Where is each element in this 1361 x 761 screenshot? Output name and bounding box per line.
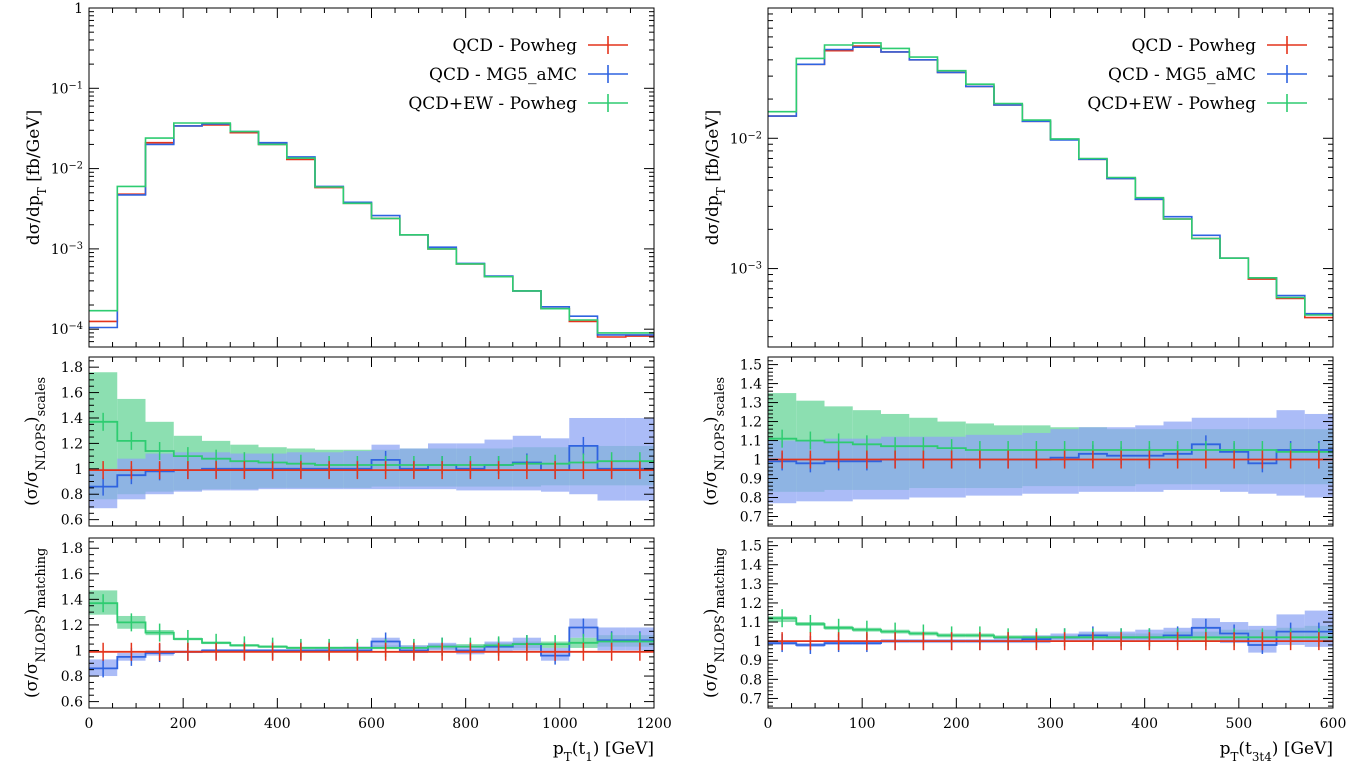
plot-frame	[88, 7, 655, 348]
y-axis-label-text: dσ/dpT [fb/GeV]	[24, 110, 49, 245]
series-line-2	[89, 602, 654, 649]
y-tick-label: 0.8	[61, 487, 83, 503]
y-tick-label: 1.4	[61, 411, 83, 427]
y-tick-label: 1.2	[740, 415, 762, 431]
y-tick-label: 1.5	[740, 358, 762, 374]
series-line-1	[768, 443, 1333, 465]
y-tick-label: 10−4	[51, 321, 83, 339]
y-tick-label: 0.8	[61, 669, 83, 685]
y-tick-label: 1.8	[61, 360, 83, 376]
y-axis-label: (σ/σNLOPS)scales	[701, 377, 728, 506]
y-tick-label: 0.6	[61, 513, 83, 529]
y-axis-label: dσ/dpT [fb/GeV]	[703, 110, 728, 245]
y-tick-label: 0.8	[740, 672, 762, 688]
x-tick-label: 1200	[636, 716, 672, 732]
y-tick-label: 0.6	[61, 695, 83, 711]
legend-label: QCD - MG5_aMC	[429, 65, 577, 85]
ratio-matching-plot: 0 200 400 600 800 1000 1200 0.6 0.8 1 1.2 1.4 1.6 1.8…	[22, 537, 672, 732]
y-axis-label: (σ/σNLOPS)matching	[701, 548, 728, 698]
x-tick-label: 400	[1131, 716, 1158, 732]
y-tick-label: 1	[74, 1, 83, 17]
y-axis-label-text: (σ/σNLOPS)scales	[22, 377, 49, 506]
y-tick-label: 10−2	[730, 130, 762, 148]
y-tick-label: 1.1	[740, 615, 762, 631]
y-tick-label: 0.7	[740, 691, 762, 707]
series-group	[89, 372, 654, 509]
y-axis-label-text: (σ/σNLOPS)matching	[701, 548, 728, 698]
y-tick-label: 1.6	[61, 567, 83, 583]
y-tick-label: 0.9	[740, 653, 762, 669]
y-tick-label: 10−3	[730, 260, 762, 278]
series-group	[768, 393, 1333, 504]
main-plot: 1 10−1 10−2 10−3 10−4 dσ/dpT [fb/GeV] QCD - Po…	[24, 1, 655, 348]
x-tick-label: 600	[1320, 716, 1347, 732]
y-axis-label: (σ/σNLOPS)matching	[22, 548, 49, 698]
series-line-2	[89, 420, 654, 466]
plot-frame	[767, 7, 1334, 348]
x-tick-label: 600	[358, 716, 385, 732]
legend-label: QCD+EW - Powheg	[1087, 94, 1256, 114]
y-tick-label: 10−3	[51, 240, 83, 257]
y-tick-label: 1.2	[740, 596, 762, 612]
legend-label: QCD - Powheg	[452, 36, 577, 56]
y-tick-label: 1	[74, 643, 83, 659]
x-tick-label: 200	[170, 716, 197, 732]
x-tick-label: 300	[1037, 716, 1064, 732]
y-tick-label: 1.1	[740, 434, 762, 450]
legend-label: QCD - Powheg	[1131, 36, 1256, 56]
legend-label: QCD - MG5_aMC	[1108, 65, 1256, 85]
y-tick-label: 1.4	[740, 377, 762, 393]
y-axis-label: (σ/σNLOPS)scales	[22, 377, 49, 506]
x-tick-label: 200	[943, 716, 970, 732]
ratio-scales-plot: 0.7 0.8 0.9 1 1.1 1.2 1.3 1.4 1.5 (σ/σNLOPS)scale…	[701, 356, 1334, 527]
y-tick-label: 1.4	[740, 558, 762, 574]
legend: QCD - Powheg QCD - MG5_aMC QCD+EW - Powheg	[1087, 36, 1307, 114]
y-tick-label: 1.5	[740, 539, 762, 555]
y-tick-label: 1	[74, 462, 83, 478]
series-group	[768, 42, 1333, 319]
y-tick-label: 1.8	[61, 541, 83, 557]
x-tick-label: 400	[264, 716, 291, 732]
y-tick-label: 0.8	[740, 491, 762, 507]
ratio-scales-plot: 0.6 0.8 1 1.2 1.4 1.6 1.8 (σ/σNLOPS)scales	[22, 356, 655, 529]
y-tick-label: 1.4	[61, 592, 83, 608]
y-tick-label: 1.6	[61, 386, 83, 402]
y-axis-label-text: (σ/σNLOPS)scales	[701, 377, 728, 506]
y-tick-label: 1	[753, 453, 762, 469]
x-axis-label: pT(t3t4) [GeV]	[1220, 739, 1333, 761]
y-tick-label: 1.3	[740, 577, 762, 593]
y-tick-label: 1.2	[61, 618, 83, 634]
y-tick-label: 0.9	[740, 472, 762, 488]
x-tick-label: 800	[452, 716, 479, 732]
y-axis-label-text: (σ/σNLOPS)matching	[22, 548, 49, 698]
y-tick-label: 1	[753, 634, 762, 650]
y-tick-label: 1.2	[61, 436, 83, 452]
series-group	[89, 590, 654, 678]
y-axis-label: dσ/dpT [fb/GeV]	[24, 110, 49, 245]
y-tick-label: 10−1	[51, 80, 83, 98]
y-tick-label: 0.7	[740, 510, 762, 526]
series-line-0	[89, 124, 654, 338]
series-line-2	[89, 122, 654, 334]
chart-panel-left: 1 10−1 10−2 10−3 10−4 dσ/dpT [fb/GeV] QCD - Po…	[22, 1, 672, 761]
x-tick-label: 500	[1225, 716, 1252, 732]
series-line-2	[768, 42, 1333, 316]
legend-label: QCD+EW - Powheg	[408, 94, 577, 114]
y-tick-label: 10−2	[51, 160, 83, 178]
legend: QCD - Powheg QCD - MG5_aMC QCD+EW - Powheg	[408, 36, 628, 114]
x-tick-label: 0	[85, 716, 94, 732]
series-group	[89, 122, 654, 338]
x-tick-label: 100	[849, 716, 876, 732]
x-tick-label: 0	[764, 716, 773, 732]
x-axis-label: pT(t1) [GeV]	[553, 739, 654, 761]
y-axis-label-text: dσ/dpT [fb/GeV]	[703, 110, 728, 245]
y-tick-label: 1.3	[740, 396, 762, 412]
series-group	[768, 609, 1333, 654]
series-line-1	[89, 123, 654, 336]
ratio-matching-plot: 0 100 200 300 400 500 600 0.7 0.8 0.9 1 1.1 1.2 1.3 1.…	[701, 537, 1347, 732]
x-tick-label: 1000	[542, 716, 578, 732]
